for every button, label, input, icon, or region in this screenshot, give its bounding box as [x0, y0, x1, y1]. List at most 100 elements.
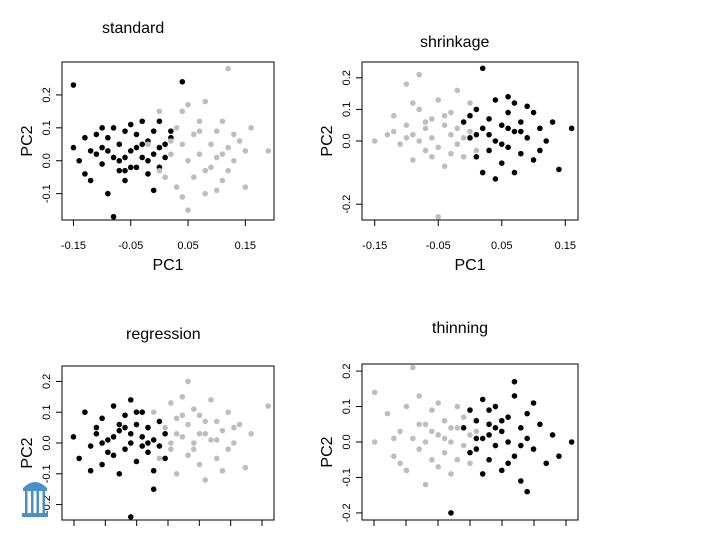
- data-point: [156, 418, 163, 425]
- data-point: [196, 412, 203, 419]
- data-point: [511, 128, 518, 135]
- data-point: [511, 169, 518, 176]
- data-point: [213, 418, 220, 425]
- data-point: [390, 128, 397, 135]
- data-point: [435, 464, 442, 470]
- data-point: [441, 417, 448, 424]
- data-point: [410, 100, 416, 106]
- data-point: [213, 154, 220, 161]
- y-axis-label: PC2: [319, 436, 336, 467]
- data-point: [150, 187, 157, 194]
- data-point: [454, 125, 461, 132]
- data-point: [110, 403, 117, 409]
- data-point: [127, 397, 134, 403]
- data-point: [145, 141, 151, 148]
- data-point: [454, 403, 461, 410]
- data-point: [219, 118, 226, 125]
- data-point: [448, 131, 454, 138]
- data-point: [82, 171, 88, 177]
- data-point: [422, 125, 429, 132]
- data-point: [473, 428, 480, 435]
- data-point: [265, 403, 272, 409]
- panel-title-regression: regression: [126, 326, 201, 343]
- data-point: [145, 171, 151, 177]
- data-point: [549, 432, 556, 438]
- data-point: [460, 119, 467, 125]
- data-point: [225, 167, 231, 174]
- data-point: [110, 125, 117, 131]
- data-point: [93, 151, 100, 157]
- y-tick-label: -0.2: [341, 195, 353, 214]
- data-point: [441, 163, 448, 170]
- x-axis-label: PC1: [454, 257, 485, 274]
- data-point: [524, 135, 530, 141]
- data-point: [139, 118, 146, 125]
- x-tick-label: -0.15: [362, 240, 387, 252]
- data-point: [116, 471, 123, 477]
- data-point: [236, 421, 243, 428]
- data-point: [150, 467, 157, 474]
- data-point: [498, 467, 505, 474]
- data-point: [435, 214, 442, 220]
- data-point: [127, 148, 134, 154]
- data-point: [410, 157, 416, 163]
- x-tick-label: -0.05: [118, 240, 143, 252]
- data-point: [429, 428, 435, 435]
- data-point: [70, 144, 77, 151]
- data-point: [416, 421, 422, 428]
- data-point: [467, 135, 473, 141]
- data-point: [196, 128, 203, 134]
- data-point: [87, 443, 94, 449]
- data-point: [208, 141, 214, 148]
- data-point: [116, 167, 123, 174]
- data-point: [467, 449, 473, 456]
- data-point: [460, 154, 467, 160]
- data-point: [105, 449, 111, 456]
- data-point: [179, 394, 186, 400]
- data-point: [498, 428, 505, 435]
- data-point: [498, 417, 505, 424]
- data-point: [213, 187, 220, 194]
- y-tick-label: 0.0: [341, 133, 353, 148]
- data-point: [162, 154, 168, 161]
- data-point: [168, 128, 174, 134]
- data-point: [105, 437, 111, 443]
- data-point: [99, 161, 105, 167]
- data-point: [435, 432, 442, 438]
- data-point: [190, 440, 197, 446]
- y-tick-label: 0.1: [341, 399, 353, 414]
- data-point: [492, 176, 499, 182]
- data-point: [145, 424, 151, 431]
- data-point: [202, 477, 209, 483]
- data-point: [105, 148, 111, 154]
- data-point: [454, 456, 461, 463]
- data-point: [505, 414, 511, 420]
- data-point: [511, 393, 518, 399]
- data-point: [524, 410, 530, 417]
- data-point: [219, 427, 226, 434]
- data-point: [505, 125, 511, 132]
- data-point: [410, 435, 416, 442]
- data-point: [473, 446, 480, 452]
- data-point: [486, 407, 492, 413]
- data-point: [460, 135, 467, 141]
- data-point: [441, 449, 448, 456]
- data-point: [524, 435, 530, 442]
- data-point: [416, 393, 422, 399]
- data-point: [202, 98, 209, 105]
- data-point: [202, 430, 209, 437]
- data-point: [225, 446, 231, 452]
- data-point: [156, 144, 163, 151]
- data-point: [537, 147, 543, 154]
- data-point: [162, 424, 168, 431]
- data-point: [543, 460, 550, 467]
- y-tick-label: 0.2: [341, 363, 353, 378]
- data-point: [110, 213, 117, 220]
- data-point: [87, 148, 94, 154]
- data-point: [145, 157, 151, 164]
- data-point: [150, 409, 157, 416]
- data-point: [498, 160, 505, 166]
- data-point: [403, 467, 410, 474]
- data-point: [213, 128, 220, 134]
- data-point: [110, 452, 117, 459]
